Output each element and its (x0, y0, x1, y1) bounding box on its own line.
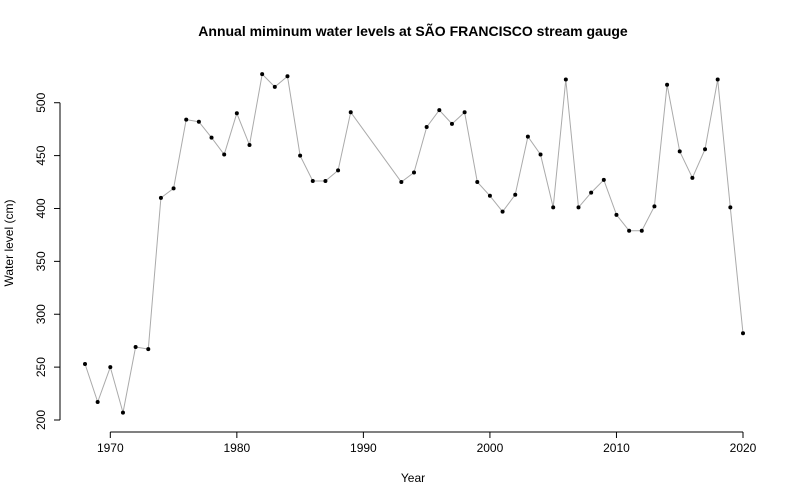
data-point (120, 410, 125, 415)
data-point (133, 345, 138, 350)
plot-area (83, 72, 745, 415)
data-point (652, 204, 657, 209)
y-tick-label: 200 (34, 410, 48, 430)
data-point (298, 153, 303, 158)
data-point (336, 168, 341, 173)
data-point (677, 149, 682, 154)
data-point (272, 84, 277, 89)
data-point (563, 77, 568, 82)
data-point (538, 152, 543, 157)
data-point (209, 135, 214, 140)
data-point (449, 121, 454, 126)
data-point (222, 152, 227, 157)
x-tick-label: 2010 (603, 441, 630, 455)
data-point (576, 205, 581, 210)
data-point (551, 205, 556, 210)
data-point (475, 180, 480, 185)
x-tick-label: 1980 (223, 441, 250, 455)
series-line (84, 73, 744, 413)
data-point (487, 193, 492, 198)
chart-title: Annual miminum water levels at SÃO FRANC… (198, 22, 628, 39)
data-point (500, 209, 505, 214)
data-point (412, 170, 416, 175)
data-point (310, 178, 315, 183)
data-point (703, 147, 708, 152)
y-tick-label: 400 (34, 198, 48, 218)
data-point (690, 175, 695, 180)
data-point (399, 180, 404, 185)
data-point (260, 72, 265, 77)
data-point (627, 228, 632, 233)
data-point (589, 190, 594, 195)
y-tick-label: 450 (34, 145, 48, 165)
x-tick-label: 2000 (477, 441, 504, 455)
data-point (323, 178, 328, 183)
x-tick-label: 1990 (350, 441, 377, 455)
data-point (83, 361, 87, 366)
data-point (665, 82, 670, 87)
data-point (525, 134, 530, 139)
y-tick-label: 300 (34, 304, 48, 324)
data-point (348, 110, 353, 115)
y-tick-label: 500 (34, 92, 48, 112)
data-point (95, 400, 100, 405)
data-point (741, 331, 745, 336)
x-axis: 1970 1980 1990 2000 2010 2020 (97, 431, 757, 455)
data-point (513, 192, 518, 197)
y-tick-label: 250 (34, 357, 48, 377)
x-tick-label: 2020 (730, 441, 757, 455)
data-point (196, 119, 201, 124)
data-point (285, 74, 290, 79)
data-point (437, 108, 442, 113)
y-axis: 200 250 300 350 400 450 500 (34, 92, 61, 430)
data-point (247, 143, 252, 148)
y-axis-label: Water level (cm) (2, 200, 16, 287)
data-point (234, 111, 239, 116)
y-tick-label: 350 (34, 251, 48, 271)
data-point (108, 365, 113, 370)
data-point (614, 212, 619, 217)
data-point (158, 195, 163, 200)
data-point (184, 117, 189, 122)
data-point (462, 110, 467, 115)
data-point (728, 205, 733, 210)
x-axis-label: Year (401, 471, 425, 485)
data-point (715, 77, 720, 82)
x-tick-label: 1970 (97, 441, 124, 455)
data-point (639, 228, 644, 233)
data-point (171, 186, 176, 191)
data-point (146, 347, 151, 352)
data-point (601, 177, 606, 182)
data-point (424, 125, 429, 130)
